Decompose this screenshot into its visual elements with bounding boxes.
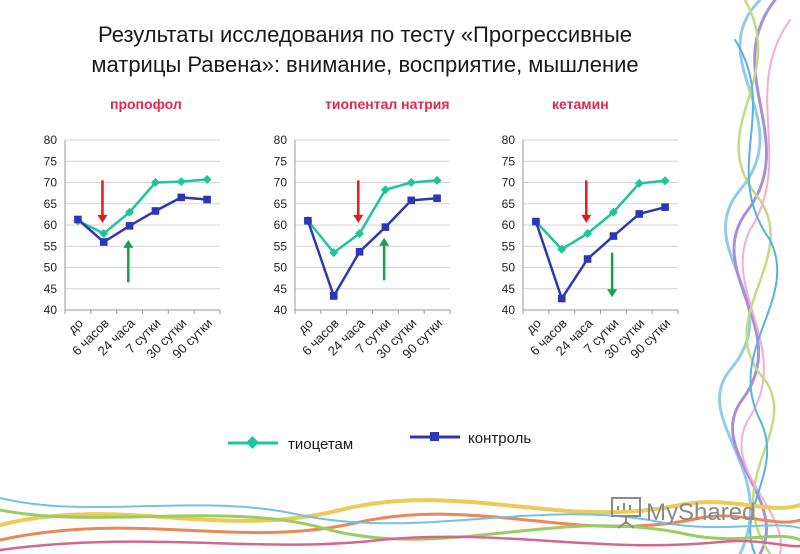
y-tick-label: 60 bbox=[274, 218, 288, 232]
ribbon bbox=[731, 0, 777, 554]
legend-control-marker bbox=[430, 432, 439, 441]
data-point-control bbox=[304, 216, 312, 225]
ribbon bbox=[740, 19, 791, 554]
data-point-control bbox=[381, 223, 390, 231]
y-tick-label: 40 bbox=[44, 303, 58, 317]
y-tick-label: 50 bbox=[502, 261, 516, 275]
ribbon bbox=[0, 512, 800, 542]
y-tick-label: 40 bbox=[502, 303, 516, 317]
ribbon bbox=[0, 508, 800, 542]
chart-title-thiopental: тиопентал натрия bbox=[325, 96, 450, 112]
data-point-control bbox=[609, 232, 618, 240]
data-point-thiocetam bbox=[608, 207, 618, 217]
data-point-control bbox=[99, 238, 108, 246]
y-tick-label: 70 bbox=[44, 176, 58, 190]
data-point-control bbox=[203, 195, 211, 204]
ribbon bbox=[734, 39, 779, 554]
y-tick-label: 60 bbox=[44, 218, 58, 232]
series-line-control bbox=[306, 196, 438, 298]
annotation-arrow-green-head bbox=[123, 239, 134, 248]
y-tick-label: 80 bbox=[502, 133, 516, 147]
y-tick-label: 50 bbox=[44, 261, 58, 275]
legend-thiocetam-marker bbox=[246, 436, 259, 449]
data-point-control bbox=[125, 222, 134, 230]
data-point-control bbox=[329, 292, 338, 300]
y-tick-label: 50 bbox=[274, 261, 288, 275]
y-tick-label: 75 bbox=[502, 154, 516, 168]
slide-title: Результаты исследования по тесту «Прогре… bbox=[20, 20, 710, 80]
data-point-control bbox=[151, 207, 160, 215]
data-point-thiocetam bbox=[355, 228, 365, 239]
y-tick-label: 70 bbox=[274, 176, 288, 190]
y-tick-label: 70 bbox=[502, 176, 516, 190]
y-tick-label: 65 bbox=[44, 197, 58, 211]
ribbon bbox=[737, 0, 776, 554]
y-tick-label: 55 bbox=[274, 239, 288, 253]
data-point-control bbox=[557, 294, 566, 303]
data-point-thiocetam bbox=[660, 176, 670, 186]
y-tick-label: 55 bbox=[502, 239, 516, 253]
watermark-logo: MyShared bbox=[608, 492, 778, 532]
data-point-thiocetam bbox=[99, 228, 109, 239]
y-tick-label: 65 bbox=[274, 197, 288, 211]
y-tick-label: 45 bbox=[44, 282, 58, 296]
annotation-arrow-red-head bbox=[97, 214, 108, 223]
chart-title-ketamine: кетамин bbox=[552, 96, 609, 112]
data-point-control bbox=[177, 193, 186, 202]
data-point-control bbox=[635, 210, 644, 218]
ribbon bbox=[0, 497, 800, 529]
data-point-thiocetam bbox=[125, 207, 135, 217]
chart-title-propofol: пропофол bbox=[110, 96, 182, 112]
annotation-arrow-green-head bbox=[379, 237, 390, 246]
legend-control-label: контроль bbox=[468, 430, 531, 447]
y-tick-label: 55 bbox=[44, 239, 58, 253]
data-point-control bbox=[74, 215, 82, 224]
data-point-thiocetam bbox=[432, 175, 442, 185]
data-point-control bbox=[583, 255, 592, 263]
data-point-control bbox=[532, 217, 540, 226]
series-line-thiocetam bbox=[535, 179, 666, 251]
data-point-thiocetam bbox=[583, 228, 593, 239]
y-tick-label: 45 bbox=[502, 282, 516, 296]
annotation-arrow-red-head bbox=[353, 214, 364, 223]
presentation-board-icon bbox=[611, 497, 641, 529]
series-line-thiocetam bbox=[77, 178, 208, 235]
legend: тиоцетам контроль bbox=[228, 430, 531, 453]
data-point-control bbox=[407, 196, 416, 205]
series-line-control bbox=[77, 196, 208, 244]
y-tick-label: 65 bbox=[502, 197, 516, 211]
data-point-thiocetam bbox=[406, 177, 416, 188]
legend-thiocetam-label: тиоцетам bbox=[288, 436, 353, 453]
y-tick-label: 80 bbox=[274, 133, 288, 147]
y-tick-label: 80 bbox=[44, 133, 58, 147]
data-point-control bbox=[355, 247, 364, 256]
annotation-arrow-green-head bbox=[607, 289, 618, 298]
y-tick-label: 45 bbox=[274, 282, 288, 296]
series-line-control bbox=[534, 205, 666, 300]
title-line-1: Результаты исследования по тесту «Прогре… bbox=[97, 22, 632, 47]
y-tick-label: 75 bbox=[44, 154, 58, 168]
title-line-2: матрицы Равена»: внимание, восприятие, м… bbox=[91, 52, 639, 77]
data-point-control bbox=[661, 203, 669, 211]
ribbon bbox=[0, 535, 800, 552]
y-tick-label: 40 bbox=[274, 303, 288, 317]
annotation-arrow-red-head bbox=[581, 214, 592, 223]
y-tick-label: 75 bbox=[274, 154, 288, 168]
data-point-control bbox=[433, 194, 441, 203]
series-line-thiocetam bbox=[306, 179, 438, 254]
y-tick-label: 60 bbox=[502, 218, 516, 232]
data-point-thiocetam bbox=[176, 177, 186, 187]
watermark-text: MyShared bbox=[646, 499, 755, 526]
